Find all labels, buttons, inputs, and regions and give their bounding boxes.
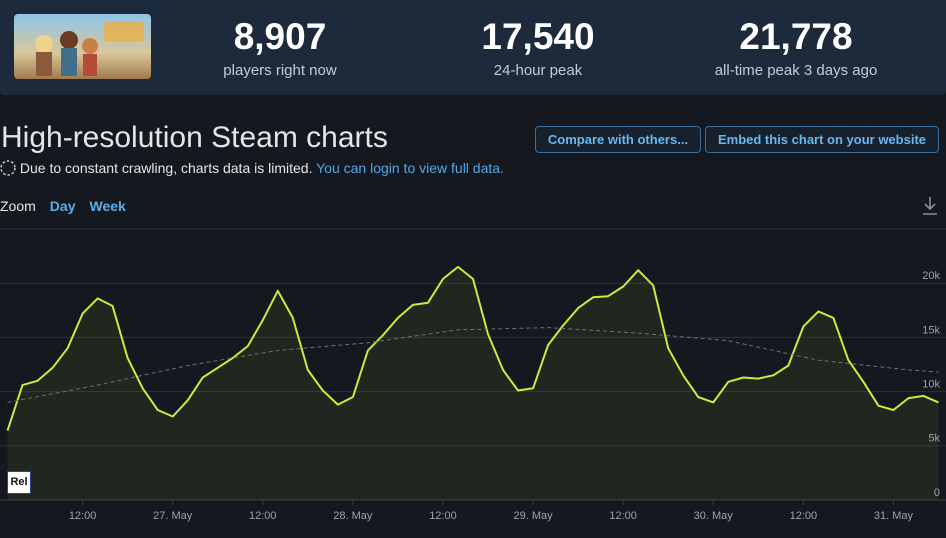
stat: 21,778 all-time peak 3 days ago [666, 0, 926, 95]
login-link[interactable]: You can login to view full data. [316, 160, 504, 176]
embed-button[interactable]: Embed this chart on your website [705, 126, 939, 153]
x-tick-label: 12:00 [609, 510, 637, 522]
compare-button[interactable]: Compare with others... [535, 126, 701, 153]
x-tick-label: 12:00 [69, 510, 97, 522]
y-tick-label: 0 [934, 487, 940, 499]
stat-label: 24-hour peak [493, 62, 583, 79]
game-thumbnail [14, 14, 151, 79]
x-tick-label: 28. May [333, 510, 373, 522]
zoom-option[interactable]: Week [89, 198, 126, 214]
x-tick-label: 29. May [513, 510, 553, 522]
y-tick-label: 10k [922, 379, 940, 391]
stat-value: 17,540 [481, 16, 595, 57]
zoom-label: Zoom [0, 198, 36, 214]
player-line [6, 265, 939, 431]
y-tick-label: 20k [922, 270, 940, 282]
y-tick-label: 5k [928, 433, 940, 445]
stats-panel: 8,907 players right now 17,540 24-hour p… [0, 0, 946, 95]
x-tick-label: 31. May [874, 510, 914, 522]
y-tick-label: 15k [922, 324, 940, 336]
x-tick-label: 27. May [153, 510, 193, 522]
zoom-option[interactable]: Day [49, 198, 76, 214]
stat-value: 21,778 [739, 16, 853, 57]
x-tick-label: 12:00 [790, 510, 818, 522]
notice: Due to constant crawling, charts data is… [0, 160, 504, 176]
stat: 17,540 24-hour peak [408, 0, 668, 95]
x-tick-label: 30. May [694, 510, 734, 522]
stat: 8,907 players right now [150, 0, 410, 95]
info-icon [0, 160, 16, 176]
notice-text: Due to constant crawling, charts data is… [19, 160, 313, 176]
trend-line [7, 327, 939, 403]
x-tick-label: 12:00 [249, 510, 277, 522]
area-fill [7, 266, 939, 500]
stat-value: 8,907 [233, 16, 327, 57]
page-title: High-resolution Steam charts [1, 121, 388, 154]
zoom-bar: Zoom Day Week [0, 198, 126, 214]
stat-label: all-time peak 3 days ago [714, 62, 878, 79]
rel-badge[interactable]: Rel [7, 471, 31, 494]
x-tick-label: 12:00 [429, 510, 457, 522]
download-icon[interactable] [920, 195, 940, 217]
stat-label: players right now [223, 62, 337, 79]
